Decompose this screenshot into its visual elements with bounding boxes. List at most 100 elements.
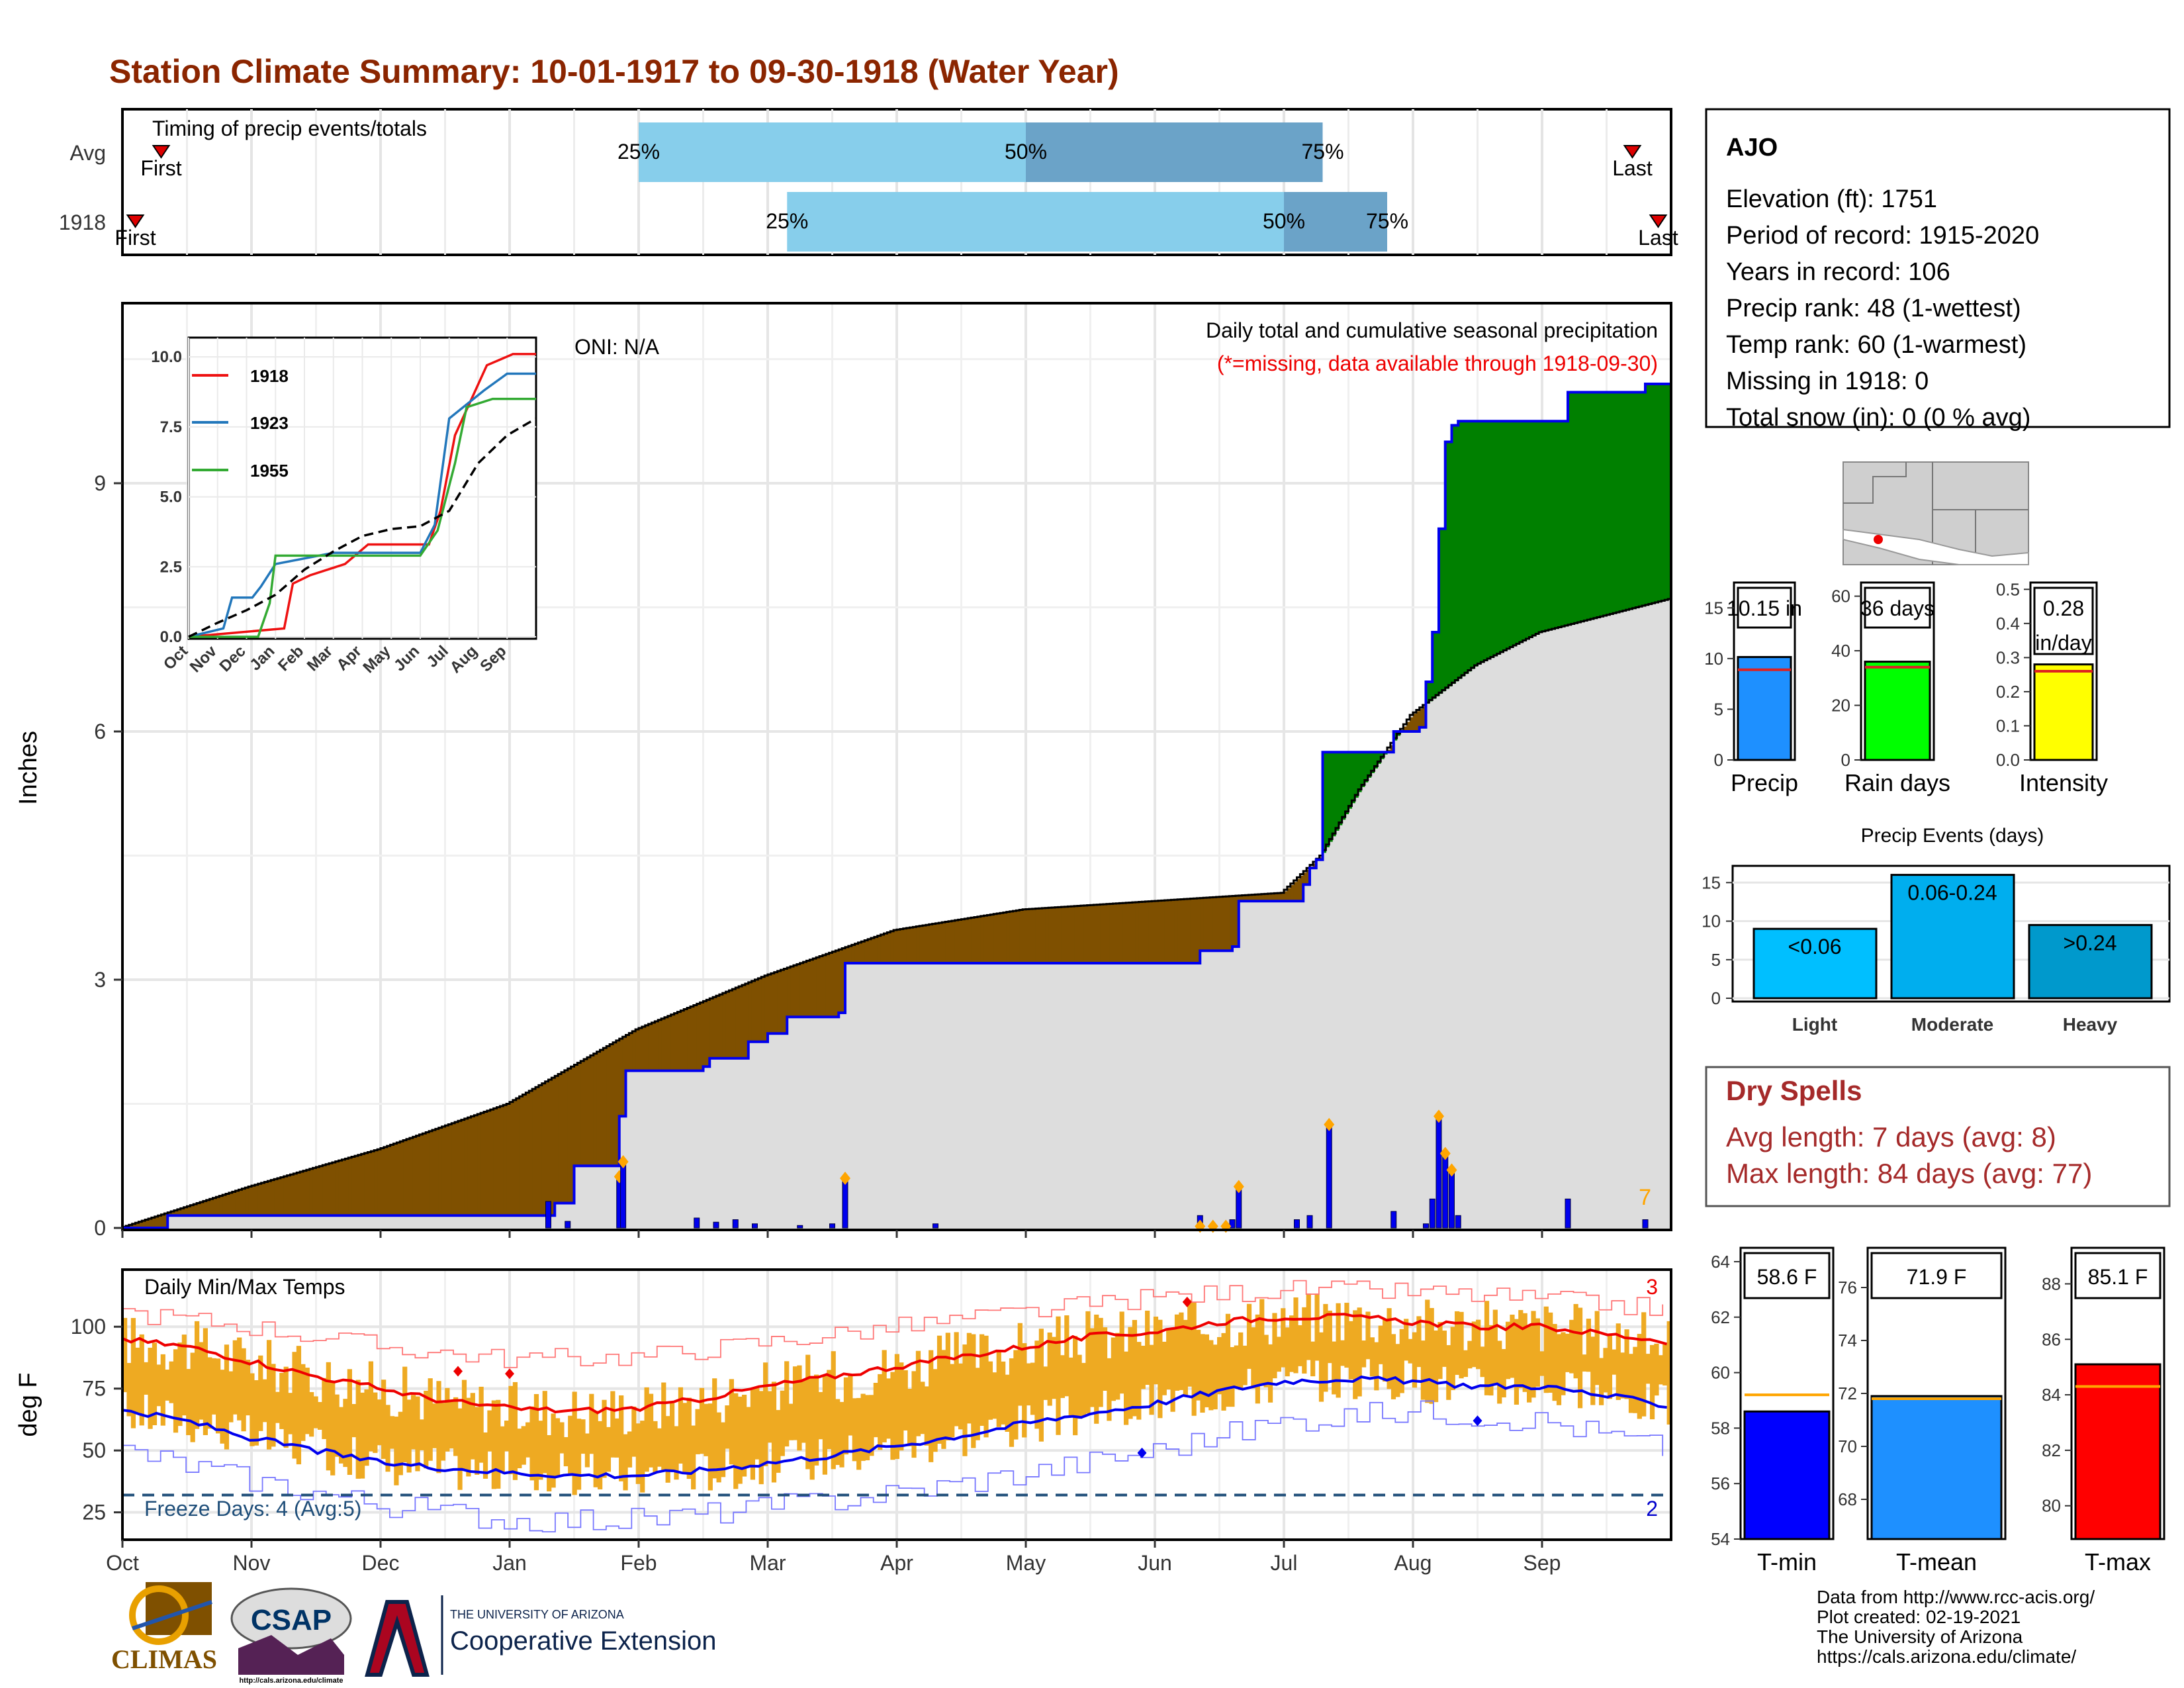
inset-line-1955 <box>189 397 536 638</box>
temp-ytick-label: 25 <box>82 1501 106 1524</box>
timing-pct-50: 50% <box>1005 140 1047 164</box>
deficit-area <box>1019 910 1023 963</box>
daily-precip-marker <box>1439 1147 1451 1160</box>
daily-temp-bar <box>177 1342 183 1427</box>
record-low-line <box>122 1400 1664 1532</box>
daily-temp-bar <box>1645 1354 1651 1384</box>
temp-summary-ytick-label: 80 <box>2042 1496 2061 1516</box>
daily-temp-bar <box>1641 1312 1647 1417</box>
deficit-area <box>1145 902 1149 963</box>
deficit-area <box>245 1188 249 1216</box>
month-label: Apr <box>880 1551 913 1575</box>
surplus-area <box>1577 392 1582 623</box>
deficit-area <box>868 939 872 963</box>
daily-temp-bar <box>966 1333 972 1424</box>
deficit-area <box>1026 909 1030 963</box>
timing-row-avg-label: Avg <box>69 141 106 165</box>
daily-temp-bar <box>1073 1336 1078 1436</box>
inset-chart: 0.02.55.07.510.0OctNovDecJanFebMarAprMay… <box>151 336 537 677</box>
daily-temp-bar <box>1323 1303 1328 1392</box>
deficit-area <box>306 1170 310 1216</box>
inset-ytick-label: 0.0 <box>160 628 182 646</box>
deficit-area <box>516 1099 520 1216</box>
daily-temp-bar <box>1212 1344 1218 1410</box>
daily-temp-bar <box>686 1397 692 1479</box>
daily-temp-bar <box>440 1403 446 1461</box>
daily-temp-bar <box>648 1393 654 1468</box>
deficit-area <box>1167 900 1171 963</box>
deficit-area <box>954 920 959 963</box>
deficit-area <box>1052 908 1056 963</box>
surplus-area <box>1558 421 1562 628</box>
daily-temp-bar <box>788 1403 794 1440</box>
daily-temp-bar <box>606 1427 612 1472</box>
month-label: Jul <box>1271 1551 1298 1575</box>
deficit-area <box>287 1176 291 1216</box>
surplus-area <box>1642 392 1646 606</box>
daily-temp-bar <box>1357 1307 1362 1397</box>
daily-temp-bar <box>563 1436 569 1467</box>
surplus-area <box>1374 752 1378 769</box>
summary-ytick-label: 40 <box>1831 641 1850 661</box>
deficit-area <box>1061 907 1066 963</box>
deficit-area <box>1148 901 1152 963</box>
daily-temp-bar <box>945 1333 950 1440</box>
deficit-area <box>416 1136 420 1216</box>
daily-temp-bar <box>584 1433 590 1468</box>
daily-temp-bar <box>457 1408 463 1490</box>
deficit-area <box>506 1104 510 1216</box>
daily-temp-bar <box>1615 1323 1621 1400</box>
deficit-area <box>1232 896 1236 947</box>
precip-panel: 0 3 6 9 Inches ONI: N/A Daily total and cum… <box>15 302 1672 1240</box>
daily-temp-bar <box>1599 1358 1604 1405</box>
daily-precip-bar <box>1429 1198 1435 1229</box>
footer-line-university: The University of Arizona <box>1817 1626 2023 1647</box>
deficit-area <box>658 1020 662 1071</box>
daily-precip-bar <box>1326 1124 1332 1229</box>
daily-temp-bar <box>1234 1345 1239 1387</box>
daily-precip-bar <box>1642 1219 1649 1229</box>
daily-temp-bar <box>1276 1336 1281 1372</box>
daily-temp-bar <box>983 1335 989 1438</box>
daily-temp-bar <box>508 1385 514 1475</box>
deficit-area <box>1077 906 1081 963</box>
daily-temp-bar <box>330 1382 336 1476</box>
daily-temp-bar <box>678 1387 684 1464</box>
ua-logo: THE UNIVERSITY OF ARIZONA Cooperative Ex… <box>365 1595 716 1677</box>
summary-label-intensity: Intensity <box>2019 769 2108 796</box>
month-label: Sep <box>1524 1551 1561 1575</box>
deficit-area <box>338 1160 343 1216</box>
deficit-area <box>332 1162 336 1216</box>
avg-max-line <box>122 1313 1668 1415</box>
temp-summary-ytick-label: 54 <box>1711 1529 1730 1549</box>
daily-temp-bar <box>1612 1349 1617 1375</box>
deficit-area <box>254 1185 259 1216</box>
deficit-area <box>1109 904 1114 963</box>
deficit-area <box>409 1138 414 1216</box>
summary-bar-rain-days <box>1864 661 1931 761</box>
month-label: Nov <box>233 1551 271 1575</box>
daily-temp-bar <box>1569 1319 1574 1374</box>
deficit-area <box>680 1011 684 1071</box>
surplus-area <box>1555 421 1559 629</box>
daily-temp-bar <box>1374 1342 1379 1391</box>
timing-bar-25-50 <box>787 192 1284 252</box>
daily-temp-bar <box>156 1364 161 1407</box>
deficit-area <box>164 1213 168 1228</box>
daily-temp-bar <box>406 1399 412 1473</box>
deficit-area <box>351 1157 355 1216</box>
deficit-area <box>1197 898 1201 963</box>
deficit-area <box>803 962 807 1017</box>
deficit-area <box>529 1092 533 1216</box>
daily-temp-bar <box>199 1342 204 1420</box>
deficit-area <box>329 1164 333 1216</box>
inset-line-1918 <box>188 353 536 638</box>
precip-caption-missing: (*=missing, data available through 1918-… <box>1217 352 1658 375</box>
daily-temp-bar <box>224 1344 230 1450</box>
ua-logo-small: THE UNIVERSITY OF ARIZONA <box>450 1608 624 1621</box>
daily-precip-bar <box>1449 1170 1455 1229</box>
surplus-area <box>1358 752 1362 792</box>
daily-temp-bar <box>165 1369 170 1401</box>
deficit-area <box>1009 912 1014 963</box>
surplus-area <box>1584 392 1588 622</box>
